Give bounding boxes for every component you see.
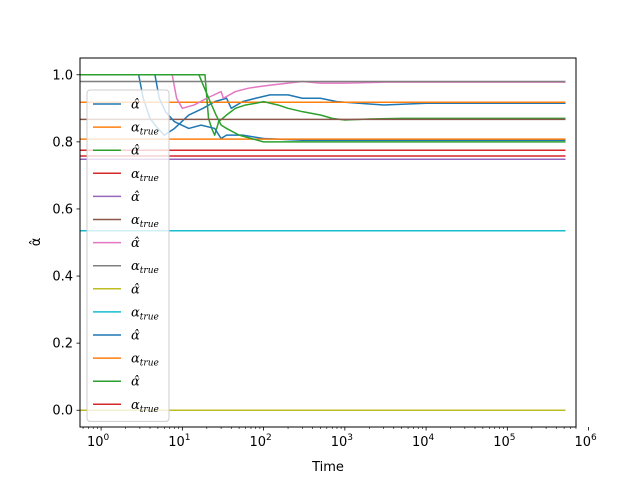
legend-entry-label: α̂ <box>131 375 140 390</box>
y-axis: 0.0 0.2 0.4 0.6 0.8 1.0 <box>52 68 80 419</box>
legend: α̂αtrueα̂αtrueα̂αtrueα̂αtrueα̂αtrueα̂αtr… <box>86 89 170 422</box>
series-line-13 <box>80 74 566 143</box>
y-tick-label: 0.2 <box>52 337 73 352</box>
y-tick-label: 0.0 <box>52 404 73 419</box>
legend-entry-label: α̂ <box>131 144 140 159</box>
series-line-7 <box>80 74 566 110</box>
y-tick-label: 0.6 <box>52 202 73 217</box>
y-tick-label: 1.0 <box>52 68 73 83</box>
legend-entry-label: α̂ <box>131 329 140 344</box>
plot-frame <box>79 57 577 428</box>
y-axis-label: α̂ <box>29 238 44 247</box>
legend-entry-label: α̂ <box>131 98 140 113</box>
x-axis-label: Time <box>311 460 344 475</box>
y-tick-label: 0.8 <box>52 135 73 150</box>
legend-entry-label: α̂ <box>131 282 140 297</box>
y-tick-label: 0.4 <box>52 270 73 285</box>
legend-box <box>86 89 170 422</box>
legend-entry-label: α̂ <box>131 236 140 251</box>
legend-entry-label: α̂ <box>131 190 140 205</box>
